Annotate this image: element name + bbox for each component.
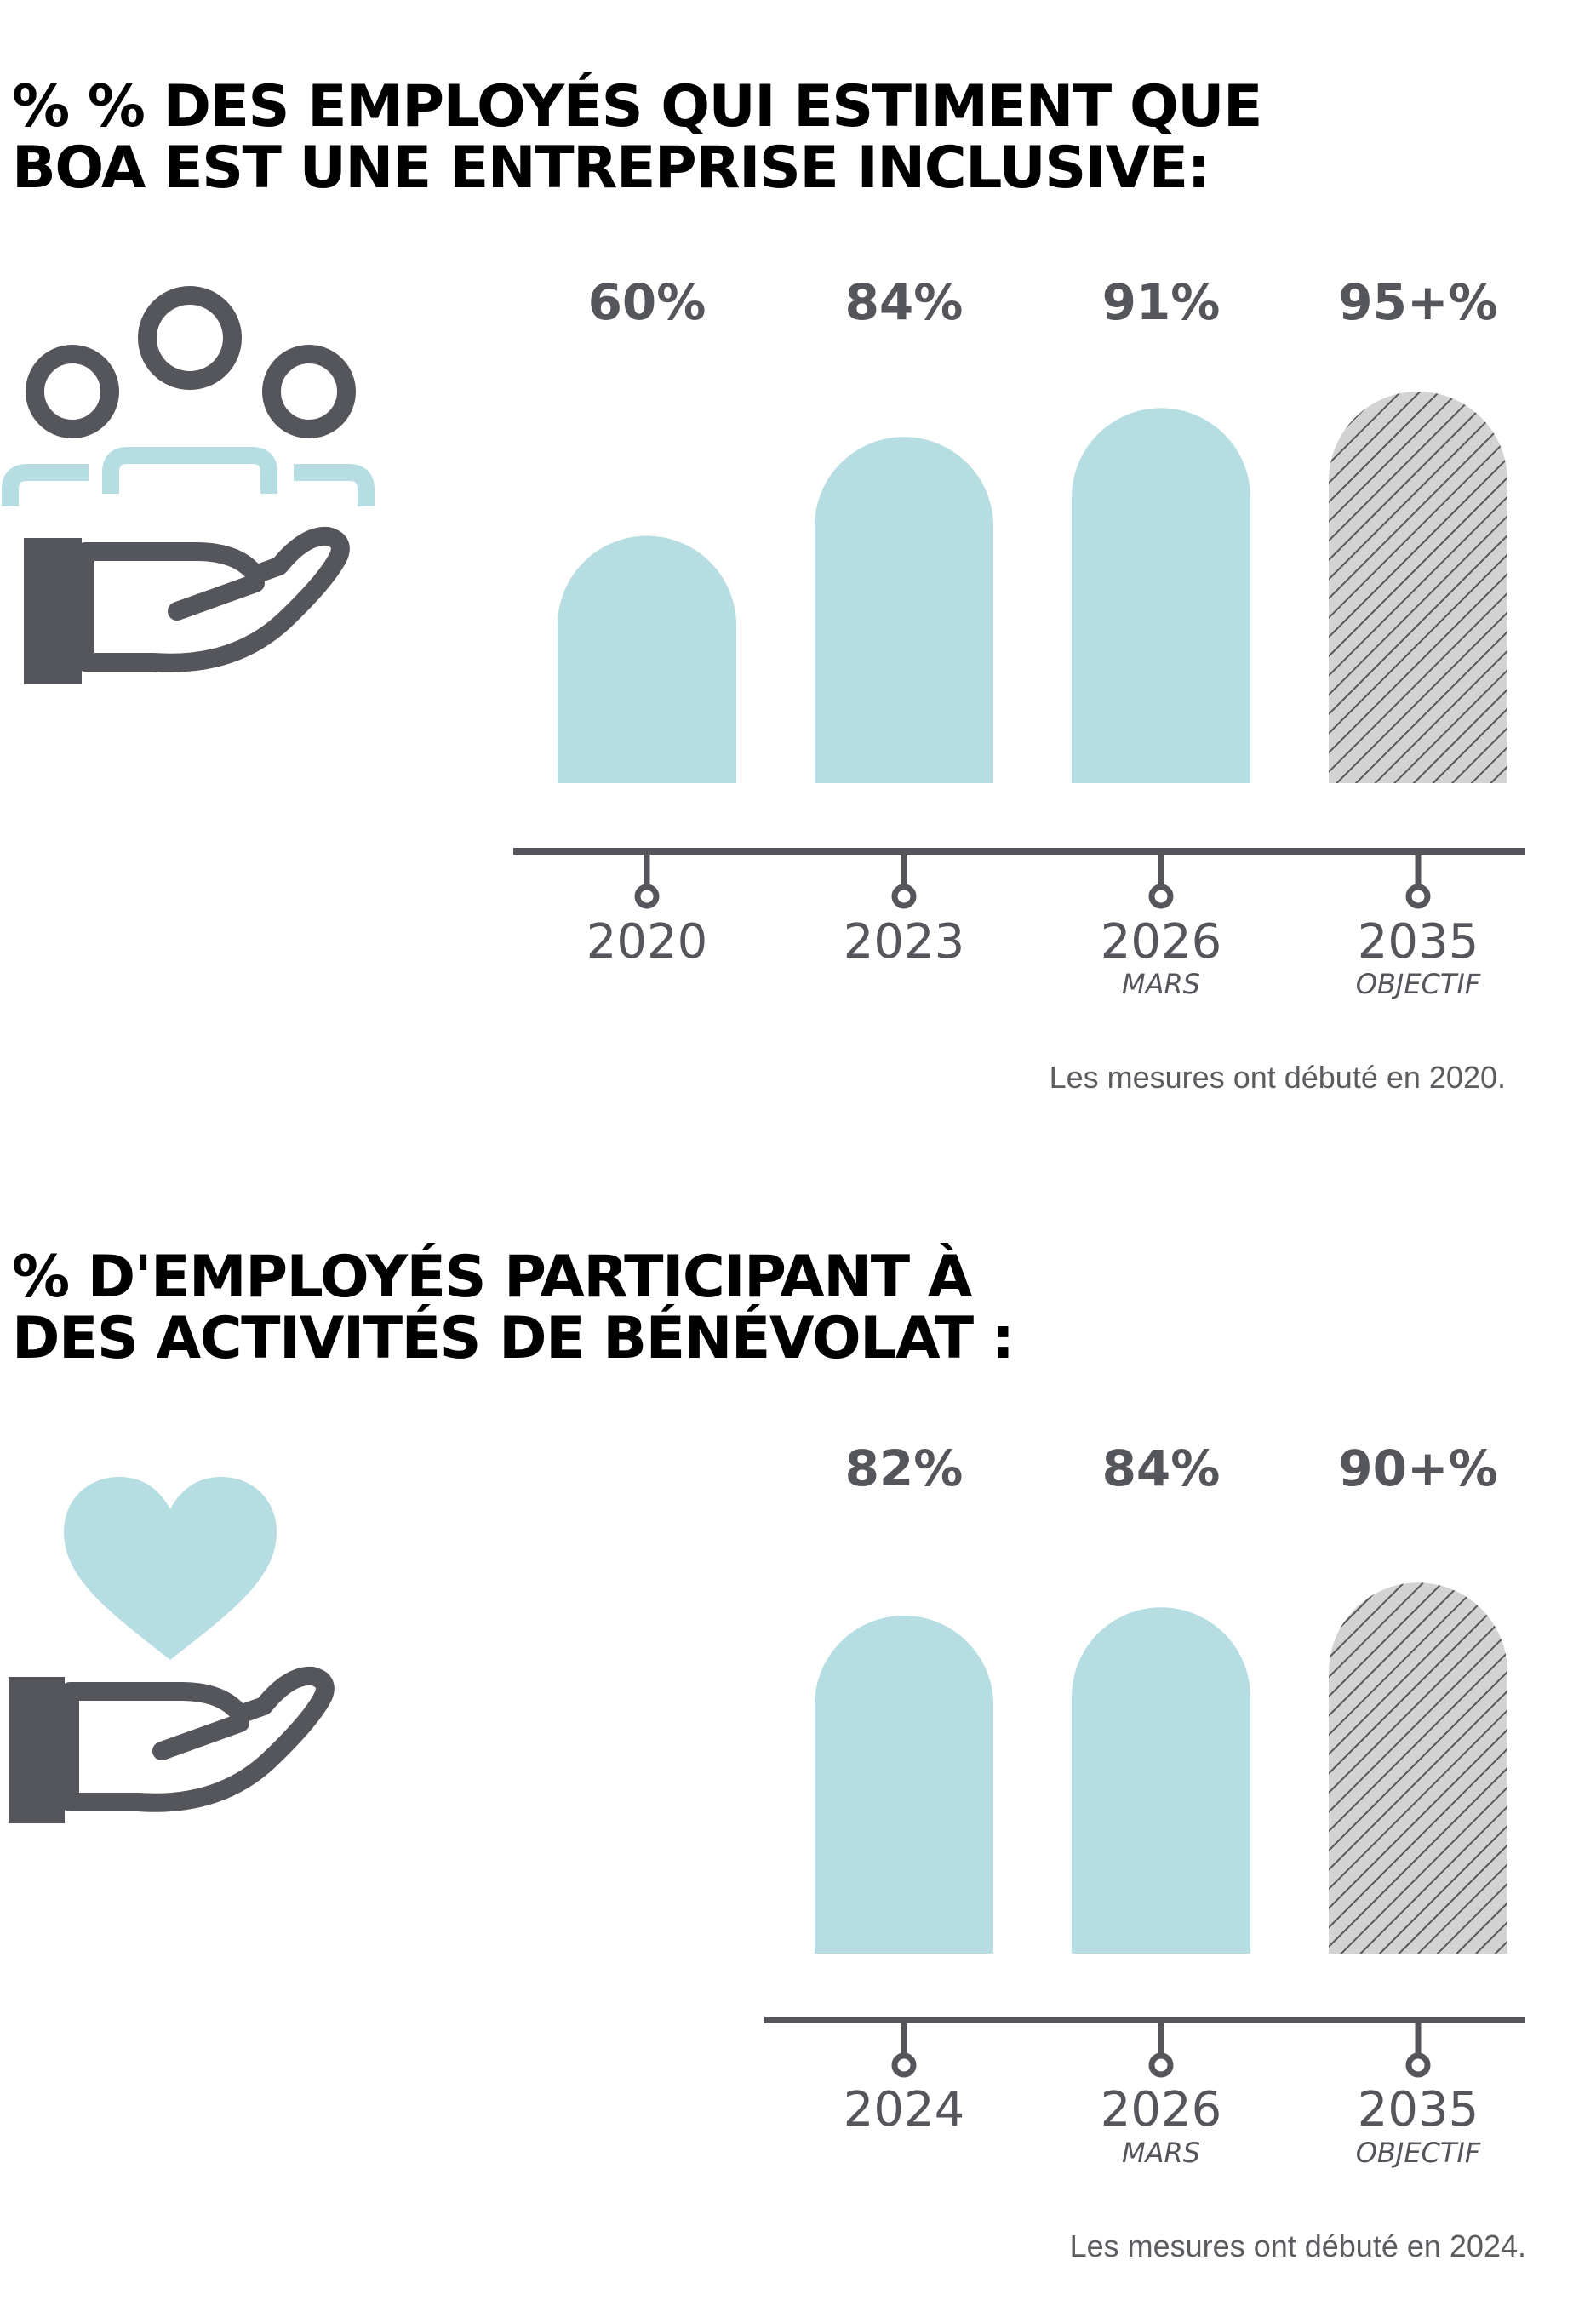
chart-1-category-label-4: 2035 — [1358, 914, 1479, 970]
chart-2-category-label-1: 2024 — [844, 2082, 965, 2137]
chart-2-value-label-2: 84% — [1102, 1439, 1221, 1497]
chart-1-title-line-2: BOA EST UNE ENTREPRISE INCLUSIVE: — [12, 134, 1210, 202]
chart-2-sublabel-3: OBJECTIF — [1356, 2137, 1481, 2169]
chart-1-bar-4 — [1329, 392, 1507, 783]
chart-1-category-label-2: 2023 — [844, 914, 965, 970]
chart-2-tick-dot-1 — [891, 2052, 917, 2078]
chart-1-category-label-1: 2020 — [586, 914, 708, 970]
chart-2-value-label-1: 82% — [845, 1439, 964, 1497]
chart-1-tick-dot-4 — [1405, 884, 1431, 909]
chart-2-note: Les mesures ont débuté en 2024. — [1069, 2229, 1526, 2263]
chart-1-value-label-2: 84% — [845, 273, 964, 331]
chart-2-category-label-3: 2035 — [1358, 2082, 1479, 2137]
chart-1-tick-dot-1 — [634, 884, 660, 909]
chart-1-value-label-4: 95+% — [1338, 273, 1497, 331]
chart-2-bar-3 — [1329, 1582, 1507, 1954]
chart-2-sublabel-2: MARS — [1122, 2137, 1200, 2169]
chart-2-bar-1 — [815, 1615, 993, 1954]
chart-1-bar-1 — [558, 535, 736, 783]
chart-1-bar-3 — [1072, 408, 1250, 783]
chart-1-value-label-3: 91% — [1102, 273, 1221, 331]
chart-1-sublabel-3: MARS — [1122, 968, 1200, 1000]
chart-2-title: % D'EMPLOYÉS PARTICIPANT À DES ACTIVITÉS… — [12, 1244, 1015, 1372]
chart-1-sublabel-4: OBJECTIF — [1356, 968, 1481, 1000]
chart-1-bar-2 — [815, 437, 993, 783]
people-in-hand-icon — [2, 286, 375, 684]
chart-1-note: Les mesures ont débuté en 2020. — [1049, 1060, 1506, 1095]
heart-in-hand-icon — [9, 1477, 335, 1823]
chart-1-category-label-3: 2026 — [1101, 914, 1222, 970]
chart-1-value-label-1: 60% — [588, 273, 706, 331]
chart-2-value-label-3: 90+% — [1338, 1439, 1497, 1497]
chart-1-title: % % DES EMPLOYÉS QUI ESTIMENT QUE BOA ES… — [12, 73, 1262, 202]
chart-1-tick-dot-2 — [891, 884, 917, 909]
chart-2-bar-2 — [1072, 1607, 1250, 1954]
chart-2-category-label-2: 2026 — [1101, 2082, 1222, 2137]
chart-2-title-line-1: % D'EMPLOYÉS PARTICIPANT À — [12, 1244, 972, 1311]
chart-2-tick-dot-2 — [1148, 2052, 1174, 2078]
chart-2-title-line-2: DES ACTIVITÉS DE BÉNÉVOLAT : — [12, 1305, 1015, 1372]
chart-2-tick-dot-3 — [1405, 2052, 1431, 2078]
chart-1-title-line-1: % % DES EMPLOYÉS QUI ESTIMENT QUE — [12, 73, 1262, 140]
chart-1-tick-dot-3 — [1148, 884, 1174, 909]
